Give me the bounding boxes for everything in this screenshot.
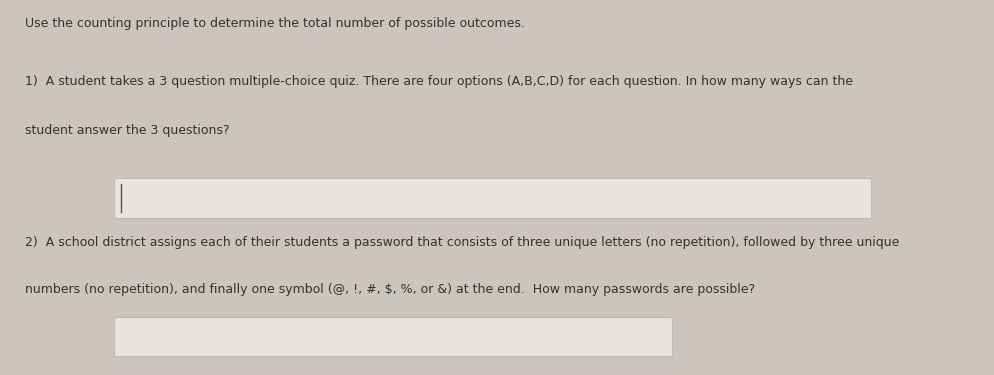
Text: 1)  A student takes a 3 question multiple-choice quiz. There are four options (A: 1) A student takes a 3 question multiple… xyxy=(25,75,852,88)
FancyBboxPatch shape xyxy=(114,317,671,356)
FancyBboxPatch shape xyxy=(114,178,870,218)
Text: student answer the 3 questions?: student answer the 3 questions? xyxy=(25,124,230,137)
Text: Use the counting principle to determine the total number of possible outcomes.: Use the counting principle to determine … xyxy=(25,17,524,30)
Text: numbers (no repetition), and finally one symbol (@, !, #, $, %, or &) at the end: numbers (no repetition), and finally one… xyxy=(25,283,754,296)
Text: 2)  A school district assigns each of their students a password that consists of: 2) A school district assigns each of the… xyxy=(25,236,899,249)
